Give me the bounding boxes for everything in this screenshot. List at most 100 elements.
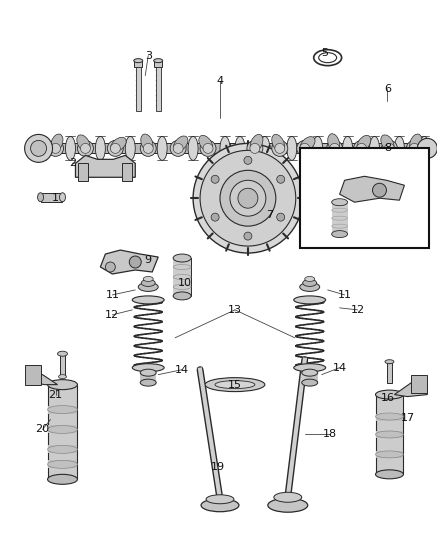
Bar [375,394,403,474]
Polygon shape [339,176,404,202]
Bar [375,414,403,421]
Ellipse shape [287,136,297,160]
Circle shape [272,140,288,156]
Bar [48,385,78,479]
Circle shape [193,143,303,253]
Ellipse shape [274,492,302,502]
Circle shape [173,143,183,154]
Ellipse shape [57,351,67,356]
Circle shape [275,143,285,154]
Ellipse shape [143,277,153,281]
Bar [136,67,141,111]
Text: 1: 1 [52,193,59,203]
Circle shape [143,143,153,154]
Text: 19: 19 [211,462,225,472]
Circle shape [106,262,115,272]
Ellipse shape [332,231,348,238]
Circle shape [381,140,397,156]
Ellipse shape [300,136,315,152]
Bar [122,163,132,181]
Ellipse shape [95,136,106,160]
Ellipse shape [294,364,326,372]
Circle shape [277,213,285,221]
Ellipse shape [173,254,191,262]
Ellipse shape [77,135,90,151]
Circle shape [200,140,216,156]
Circle shape [203,143,213,154]
Circle shape [244,232,252,240]
Bar [32,143,240,154]
Text: 12: 12 [105,310,120,320]
Circle shape [244,156,252,164]
Ellipse shape [38,193,43,201]
Circle shape [277,175,285,183]
Bar [25,365,41,385]
Circle shape [220,171,276,226]
Circle shape [417,139,437,158]
Text: 16: 16 [381,393,395,402]
Ellipse shape [313,136,323,160]
Bar [332,202,348,234]
Ellipse shape [141,134,153,151]
Circle shape [372,183,386,197]
Ellipse shape [375,470,403,479]
Circle shape [31,140,46,156]
Circle shape [297,140,313,156]
Circle shape [327,140,343,156]
Ellipse shape [125,136,135,160]
Text: 20: 20 [35,424,49,434]
Bar [60,355,66,377]
Circle shape [385,143,395,154]
Text: 21: 21 [49,390,63,400]
Bar [388,362,392,383]
Text: 11: 11 [338,290,352,300]
Ellipse shape [35,136,46,160]
Ellipse shape [201,499,239,512]
Bar [300,148,429,248]
Ellipse shape [138,282,158,292]
Circle shape [211,213,219,221]
Circle shape [211,175,219,183]
Ellipse shape [319,53,337,63]
Bar [230,143,434,154]
Circle shape [48,140,64,156]
Ellipse shape [303,279,317,286]
Circle shape [300,143,310,154]
Ellipse shape [141,279,155,286]
Ellipse shape [385,360,394,364]
Bar [375,451,403,458]
Text: 4: 4 [216,76,223,86]
Ellipse shape [199,135,213,151]
Ellipse shape [381,135,394,151]
Ellipse shape [343,136,353,160]
Bar [48,406,78,414]
Circle shape [200,150,296,246]
Circle shape [330,143,339,154]
Ellipse shape [220,136,230,160]
Text: 7: 7 [266,210,273,220]
Circle shape [410,143,419,154]
Circle shape [129,256,141,268]
Ellipse shape [134,59,143,63]
Ellipse shape [132,364,164,372]
Text: 15: 15 [228,379,242,390]
Ellipse shape [110,138,126,152]
Text: 10: 10 [178,278,192,288]
Ellipse shape [51,134,63,151]
Circle shape [81,143,90,154]
Polygon shape [28,372,57,385]
Text: 5: 5 [321,47,328,58]
Text: 2: 2 [69,158,76,168]
Ellipse shape [300,282,320,292]
Ellipse shape [260,136,270,160]
Circle shape [250,143,260,154]
Ellipse shape [48,474,78,484]
Ellipse shape [302,379,318,386]
Polygon shape [395,383,427,397]
Ellipse shape [140,379,156,386]
Ellipse shape [66,136,75,160]
Circle shape [78,140,93,156]
Polygon shape [100,250,158,274]
Ellipse shape [215,381,255,389]
Ellipse shape [235,136,245,160]
